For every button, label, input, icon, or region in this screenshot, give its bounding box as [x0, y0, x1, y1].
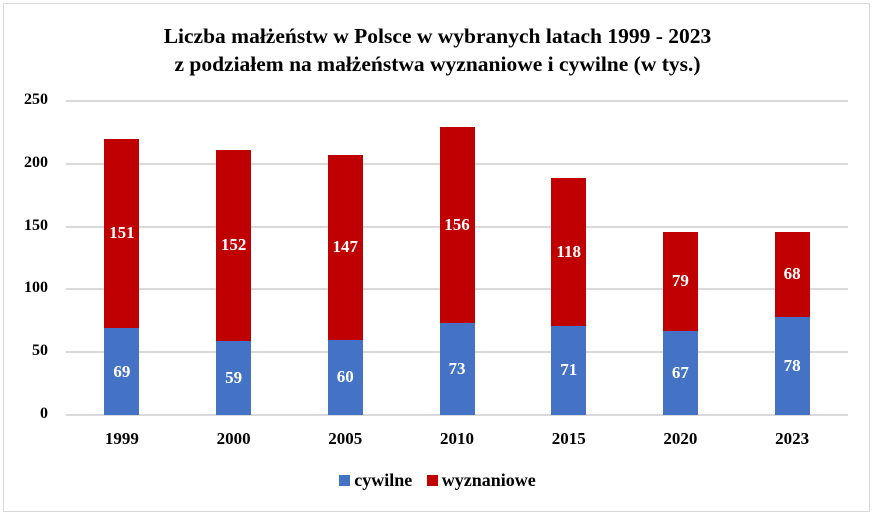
y-tick-label: 100 [24, 279, 48, 297]
legend: cywilne wyznaniowe [0, 470, 875, 491]
legend-swatch-cywilne [339, 475, 351, 486]
legend-item-wyznaniowe[interactable]: wyznaniowe [426, 470, 536, 491]
data-label: 71 [560, 360, 578, 380]
x-tick-label: 2020 [663, 429, 698, 448]
gridline [66, 100, 848, 102]
y-tick-label: 150 [24, 216, 48, 234]
bar-segment-cywilne[interactable]: 78 [774, 317, 810, 415]
x-tick-label: 2010 [440, 429, 474, 448]
data-label: 59 [225, 367, 243, 387]
data-label: 73 [448, 359, 466, 379]
data-label: 156 [444, 215, 470, 235]
data-label: 79 [671, 271, 689, 291]
bar-segment-wyznaniowe[interactable]: 156 [439, 127, 475, 324]
bar-segment-cywilne[interactable]: 69 [104, 328, 140, 415]
bar-segment-wyznaniowe[interactable]: 151 [104, 138, 140, 329]
bar-segment-wyznaniowe[interactable]: 68 [774, 231, 810, 318]
bar-segment-cywilne[interactable]: 60 [327, 339, 363, 415]
chart-title: Liczba małżeństw w Polsce w wybranych la… [0, 22, 875, 78]
bar-segment-cywilne[interactable]: 59 [216, 340, 252, 415]
data-label: 78 [783, 356, 801, 375]
chart-frame [3, 3, 870, 512]
legend-label-cywilne: cywilne [354, 470, 413, 490]
legend-item-cywilne[interactable]: cywilne [339, 470, 412, 491]
data-label: 67 [671, 362, 689, 382]
chart-title-line-2: z podziałem na małżeństwa wyznaniowe i c… [174, 52, 701, 76]
bar-segment-wyznaniowe[interactable]: 147 [327, 155, 363, 340]
data-label: 147 [332, 237, 359, 257]
x-tick-label: 2015 [551, 429, 586, 448]
legend-swatch-wyznaniowe [426, 475, 438, 486]
y-tick-label: 0 [40, 405, 48, 422]
bar-segment-cywilne[interactable]: 71 [551, 325, 587, 415]
bar-segment-wyznaniowe[interactable]: 118 [551, 177, 587, 326]
gridline [66, 414, 848, 416]
chart-title-line-1: Liczba małżeństw w Polsce w wybranych la… [163, 24, 712, 48]
bar-segment-cywilne[interactable]: 73 [439, 323, 475, 415]
x-tick-label: 2000 [216, 429, 251, 448]
legend-label-wyznaniowe: wyznaniowe [441, 470, 536, 490]
x-tick-label: 1999 [104, 429, 139, 448]
y-tick-label: 200 [24, 153, 48, 171]
data-label: 152 [220, 235, 247, 255]
data-label: 68 [783, 264, 801, 284]
bar-segment-wyznaniowe[interactable]: 79 [662, 231, 698, 331]
bar-segment-wyznaniowe[interactable]: 152 [216, 149, 252, 341]
x-tick-label: 2023 [775, 429, 810, 448]
data-label: 151 [109, 223, 135, 243]
y-tick-label: 50 [32, 342, 48, 360]
data-label: 69 [113, 361, 131, 381]
data-label: 118 [556, 241, 581, 261]
x-tick-label: 2005 [328, 429, 363, 448]
y-tick-label: 250 [24, 91, 48, 108]
bar-segment-cywilne[interactable]: 67 [662, 330, 698, 415]
data-label: 60 [336, 367, 354, 387]
